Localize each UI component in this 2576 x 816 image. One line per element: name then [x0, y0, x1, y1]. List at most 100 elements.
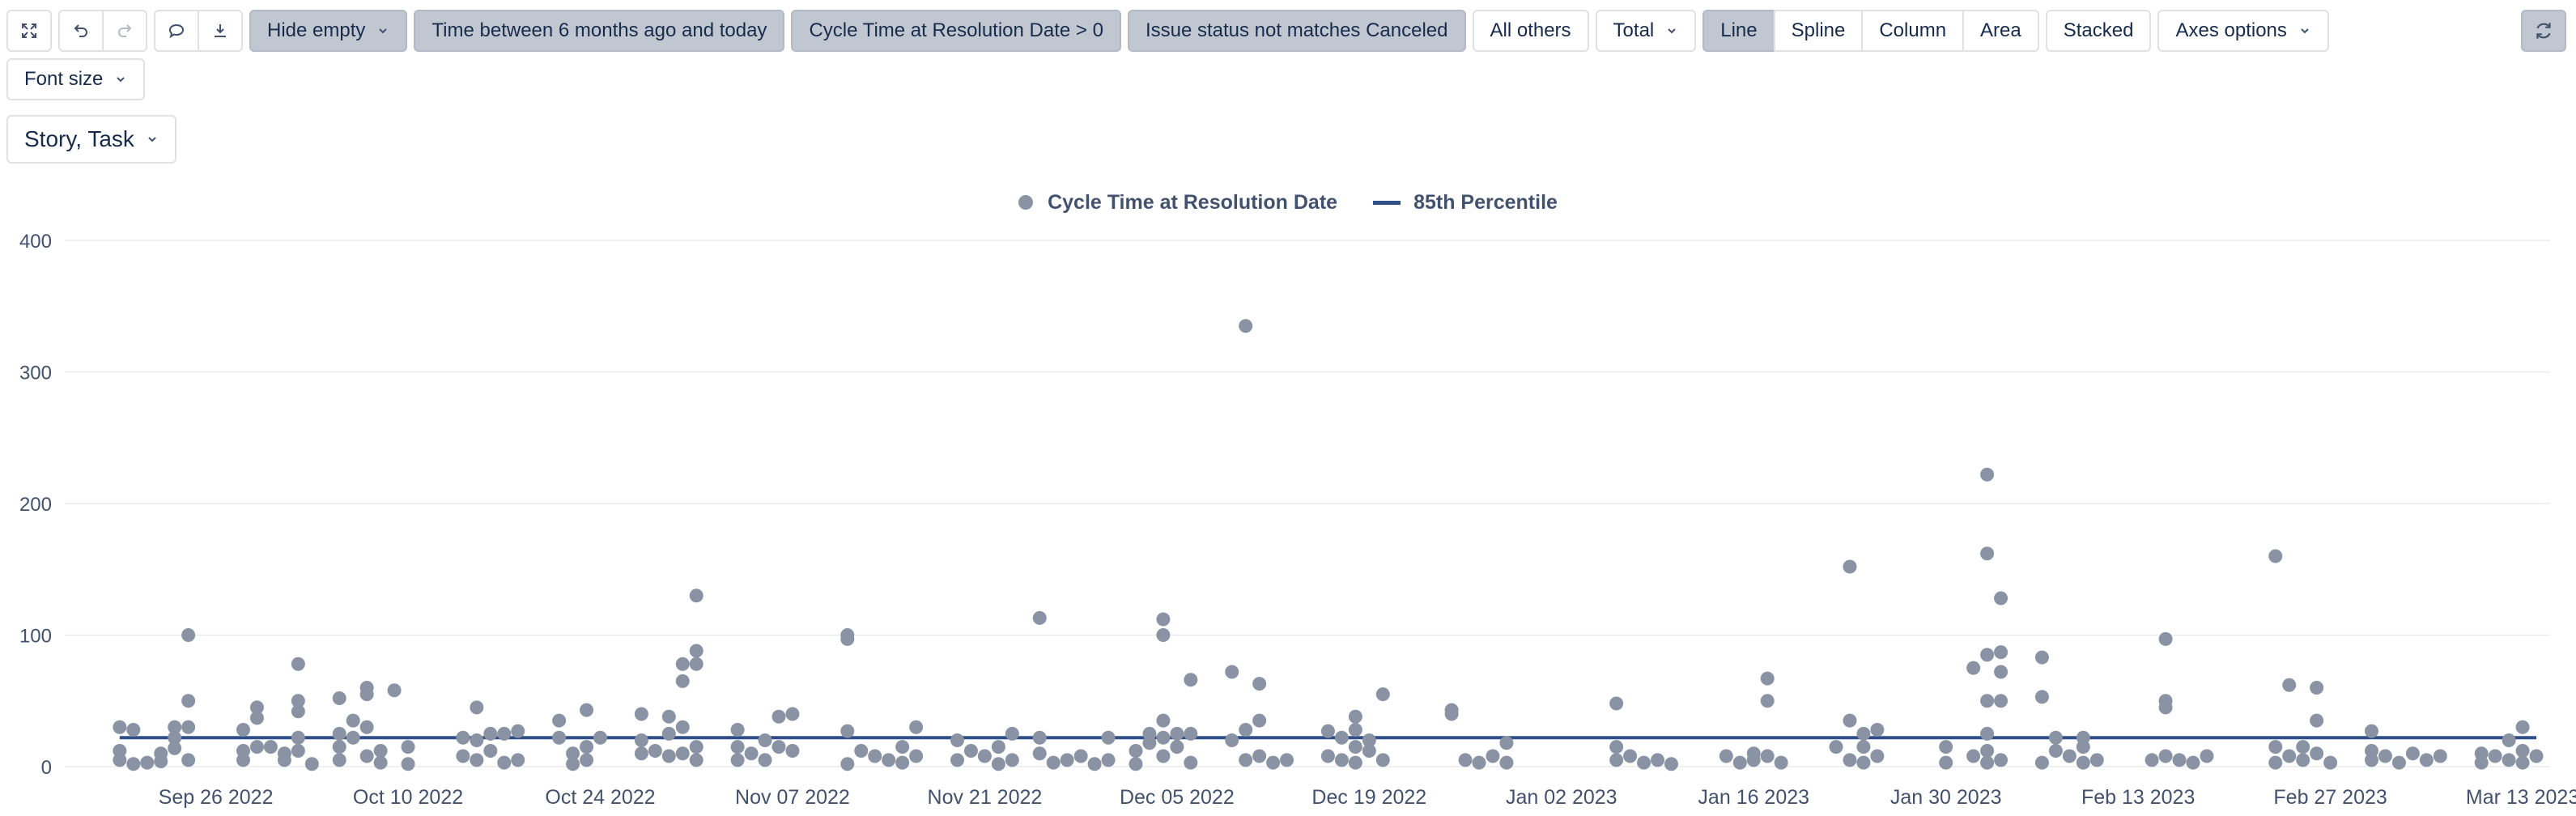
data-point[interactable]	[2296, 740, 2310, 754]
data-point[interactable]	[1320, 749, 1335, 763]
data-point[interactable]	[1856, 740, 1871, 754]
data-point[interactable]	[181, 720, 196, 734]
data-point[interactable]	[566, 746, 580, 761]
data-point[interactable]	[373, 744, 388, 758]
data-point[interactable]	[895, 755, 910, 770]
data-point[interactable]	[2034, 690, 2049, 704]
data-point[interactable]	[1032, 610, 1047, 625]
data-point[interactable]	[2076, 740, 2090, 754]
data-point[interactable]	[1760, 694, 1775, 708]
data-point[interactable]	[2310, 713, 2324, 728]
data-point[interactable]	[2310, 681, 2324, 695]
data-point[interactable]	[1980, 744, 1995, 758]
data-point[interactable]	[1239, 319, 1253, 334]
data-point[interactable]	[689, 589, 704, 603]
data-point[interactable]	[2172, 753, 2187, 767]
filter-issue-status[interactable]: Issue status not matches Canceled	[1127, 10, 1466, 52]
data-point[interactable]	[2282, 749, 2297, 763]
data-point[interactable]	[1129, 744, 1143, 758]
data-point[interactable]	[470, 753, 484, 767]
data-point[interactable]	[1609, 753, 1624, 767]
stacked-button[interactable]: Stacked	[2045, 10, 2152, 52]
data-point[interactable]	[2089, 753, 2104, 767]
data-point[interactable]	[2310, 746, 2324, 761]
data-point[interactable]	[113, 753, 127, 767]
data-point[interactable]	[497, 755, 512, 770]
redo-button[interactable]	[102, 10, 147, 52]
data-point[interactable]	[387, 683, 402, 698]
data-point[interactable]	[675, 657, 690, 671]
data-point[interactable]	[689, 644, 704, 658]
data-point[interactable]	[291, 744, 305, 758]
data-point[interactable]	[909, 720, 924, 734]
data-point[interactable]	[2529, 749, 2544, 763]
filter-time-range[interactable]: Time between 6 months ago and today	[414, 10, 785, 52]
data-point[interactable]	[346, 713, 360, 728]
data-point[interactable]	[1046, 755, 1061, 770]
data-point[interactable]	[1856, 726, 1871, 741]
data-point[interactable]	[2405, 746, 2420, 761]
data-point[interactable]	[2282, 678, 2297, 692]
data-point[interactable]	[758, 733, 772, 747]
data-point[interactable]	[882, 753, 896, 767]
data-point[interactable]	[1073, 749, 1088, 763]
data-point[interactable]	[1032, 730, 1047, 745]
data-point[interactable]	[661, 749, 676, 763]
data-point[interactable]	[1774, 755, 1788, 770]
data-point[interactable]	[1156, 713, 1171, 728]
data-point[interactable]	[840, 631, 855, 646]
data-point[interactable]	[2365, 753, 2379, 767]
data-point[interactable]	[511, 753, 525, 767]
data-point[interactable]	[1156, 749, 1171, 763]
data-point[interactable]	[1156, 730, 1171, 745]
data-point[interactable]	[1499, 755, 1514, 770]
data-point[interactable]	[1032, 746, 1047, 761]
data-point[interactable]	[373, 755, 388, 770]
fullscreen-button[interactable]	[6, 10, 52, 52]
data-point[interactable]	[332, 691, 346, 705]
all-others-button[interactable]: All others	[1472, 10, 1589, 52]
data-point[interactable]	[2158, 700, 2173, 715]
data-point[interactable]	[249, 700, 264, 715]
data-point[interactable]	[1870, 749, 1885, 763]
data-point[interactable]	[277, 753, 291, 767]
data-point[interactable]	[1142, 736, 1157, 750]
data-point[interactable]	[634, 707, 648, 721]
data-point[interactable]	[1362, 744, 1376, 758]
data-point[interactable]	[1980, 755, 1995, 770]
data-point[interactable]	[1101, 753, 1116, 767]
data-point[interactable]	[1843, 713, 1857, 728]
data-point[interactable]	[1746, 753, 1761, 767]
data-point[interactable]	[1362, 733, 1376, 747]
data-point[interactable]	[1252, 713, 1267, 728]
data-point[interactable]	[497, 726, 512, 741]
data-point[interactable]	[1458, 753, 1473, 767]
data-point[interactable]	[291, 704, 305, 719]
data-point[interactable]	[1980, 467, 1995, 482]
data-point[interactable]	[580, 703, 594, 717]
data-point[interactable]	[2158, 631, 2173, 646]
data-point[interactable]	[1060, 753, 1074, 767]
data-point[interactable]	[332, 753, 346, 767]
data-point[interactable]	[140, 755, 155, 770]
data-point[interactable]	[661, 709, 676, 724]
data-point[interactable]	[1623, 749, 1638, 763]
data-point[interactable]	[689, 740, 704, 754]
data-point[interactable]	[2268, 740, 2283, 754]
data-point[interactable]	[566, 757, 580, 771]
chart-type-line[interactable]: Line	[1702, 10, 1775, 52]
data-point[interactable]	[2048, 730, 2063, 745]
data-point[interactable]	[2158, 749, 2173, 763]
data-point[interactable]	[1980, 694, 1995, 708]
data-point[interactable]	[236, 753, 250, 767]
data-point[interactable]	[1170, 726, 1184, 741]
data-point[interactable]	[1939, 755, 1953, 770]
data-point[interactable]	[401, 757, 415, 771]
data-point[interactable]	[689, 657, 704, 671]
hide-empty-dropdown[interactable]: Hide empty	[249, 10, 408, 52]
data-point[interactable]	[1609, 740, 1624, 754]
data-point[interactable]	[126, 723, 141, 737]
data-point[interactable]	[456, 749, 470, 763]
data-point[interactable]	[181, 628, 196, 642]
data-point[interactable]	[2296, 753, 2310, 767]
